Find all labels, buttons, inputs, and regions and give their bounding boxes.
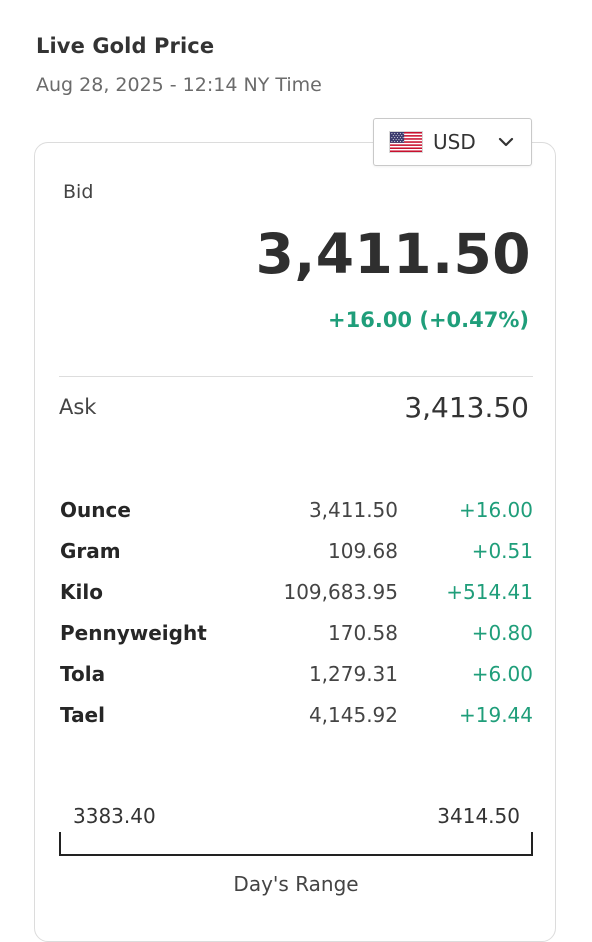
weight-row-ounce: Ounce 3,411.50 +16.00 <box>59 496 533 537</box>
weight-unit: Pennyweight <box>60 621 207 645</box>
weight-price: 3,411.50 <box>308 498 398 522</box>
currency-select[interactable]: USD <box>373 118 532 166</box>
bid-price: 3,411.50 <box>255 222 531 286</box>
weight-change: +0.51 <box>471 539 533 563</box>
weight-row-tola: Tola 1,279.31 +6.00 <box>59 660 533 701</box>
weight-price-table: Ounce 3,411.50 +16.00 Gram 109.68 +0.51 … <box>59 496 533 742</box>
weight-unit: Tola <box>60 662 106 686</box>
ask-price: 3,413.50 <box>404 391 529 424</box>
bid-change: +16.00 (+0.47%) <box>328 308 529 332</box>
chevron-down-icon <box>498 137 514 147</box>
weight-unit: Tael <box>60 703 105 727</box>
day-range-high: 3414.50 <box>437 804 520 828</box>
bid-label: Bid <box>63 181 94 203</box>
weight-price: 109,683.95 <box>283 580 398 604</box>
weight-unit: Ounce <box>60 498 131 522</box>
day-range-caption: Day's Range <box>233 872 359 896</box>
weight-change: +514.41 <box>446 580 533 604</box>
weight-unit: Gram <box>60 539 121 563</box>
weight-change: +0.80 <box>471 621 533 645</box>
weight-change: +19.44 <box>458 703 533 727</box>
weight-row-pennyweight: Pennyweight 170.58 +0.80 <box>59 619 533 660</box>
weight-price: 4,145.92 <box>308 703 398 727</box>
us-flag-icon <box>389 131 423 153</box>
weight-price: 109.68 <box>328 539 398 563</box>
divider <box>59 376 533 377</box>
day-range-bar <box>59 832 533 856</box>
weight-price: 1,279.31 <box>308 662 398 686</box>
price-card <box>34 142 556 942</box>
weight-change: +16.00 <box>458 498 533 522</box>
ask-label: Ask <box>59 395 97 419</box>
price-timestamp: Aug 28, 2025 - 12:14 NY Time <box>36 74 322 96</box>
day-range-low: 3383.40 <box>73 804 156 828</box>
weight-row-tael: Tael 4,145.92 +19.44 <box>59 701 533 742</box>
page-title: Live Gold Price <box>36 34 215 58</box>
currency-select-value: USD <box>433 130 476 154</box>
weight-row-gram: Gram 109.68 +0.51 <box>59 537 533 578</box>
weight-unit: Kilo <box>60 580 103 604</box>
weight-change: +6.00 <box>471 662 533 686</box>
weight-price: 170.58 <box>328 621 398 645</box>
weight-row-kilo: Kilo 109,683.95 +514.41 <box>59 578 533 619</box>
